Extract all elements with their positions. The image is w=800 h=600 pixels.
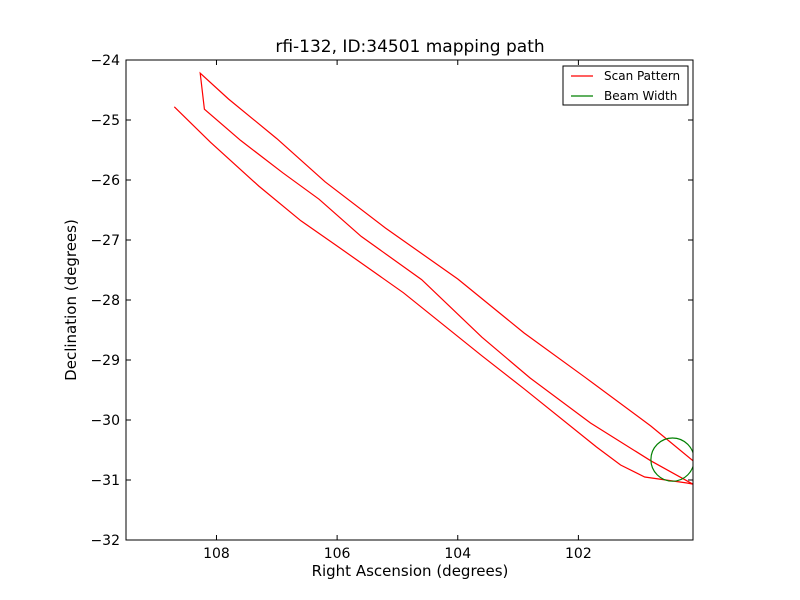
x-tick-label: 108 (203, 546, 230, 562)
chart-title: rfi-132, ID:34501 mapping path (275, 37, 544, 57)
y-tick-label: −25 (90, 113, 120, 129)
ticks-layer: 108 106 104 102 −24 −25 −26 −27 −28 −29 −30 −31 −32 (90, 53, 693, 562)
x-tick-label: 106 (324, 546, 351, 562)
y-tick-label: −24 (90, 53, 120, 69)
x-axis-label: Right Ascension (degrees) (312, 562, 509, 580)
y-axis-label: Declination (degrees) (62, 219, 80, 381)
y-tick-label: −30 (90, 413, 120, 429)
series-layer (173, 71, 693, 485)
legend-box (562, 65, 689, 106)
x-tick-label: 102 (565, 546, 592, 562)
legend-label-scan-pattern: Scan Pattern (604, 69, 680, 83)
series-line-scan-pattern (173, 71, 693, 485)
legend: Scan Pattern Beam Width (562, 65, 689, 106)
legend-label-beam-width: Beam Width (604, 89, 677, 103)
y-tick-label: −26 (90, 173, 120, 189)
beam-width-circle (650, 437, 693, 482)
y-tick-label: −31 (90, 473, 120, 489)
x-tick-label: 104 (444, 546, 471, 562)
y-tick-label: −29 (90, 353, 120, 369)
y-tick-label: −32 (90, 533, 120, 549)
y-tick-label: −28 (90, 293, 120, 309)
y-tick-label: −27 (90, 233, 120, 249)
